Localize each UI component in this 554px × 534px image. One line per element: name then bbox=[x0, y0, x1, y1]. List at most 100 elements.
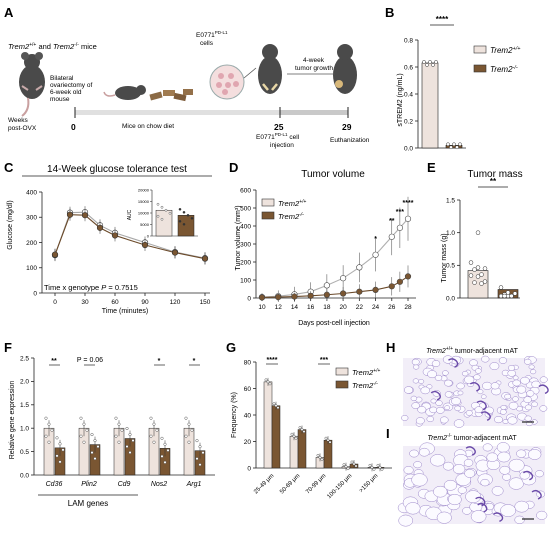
ovx-label-3: 6-week old bbox=[50, 89, 82, 96]
d-sig-label: *** bbox=[396, 209, 404, 216]
f-point bbox=[184, 416, 188, 420]
i-adipocyte bbox=[452, 464, 466, 475]
f-point bbox=[114, 434, 118, 438]
d-y-tick-label: 400 bbox=[240, 223, 251, 230]
i-adipocyte bbox=[499, 465, 511, 475]
i-adipocyte bbox=[447, 493, 462, 506]
b-point bbox=[449, 145, 453, 150]
g-bar bbox=[263, 381, 273, 469]
d-point bbox=[323, 282, 330, 289]
c-point bbox=[201, 255, 209, 262]
f-point bbox=[55, 454, 59, 458]
d-point bbox=[404, 273, 412, 280]
panel-label-e: E bbox=[427, 160, 436, 175]
d-x-tick-label: 12 bbox=[275, 304, 283, 311]
b-y-tick-label: 0.0 bbox=[404, 145, 413, 152]
b-y-tick-label: 0.4 bbox=[404, 91, 413, 98]
f-point bbox=[55, 436, 59, 440]
i-adipocyte bbox=[398, 514, 413, 527]
d-x-tick-label: 18 bbox=[323, 304, 331, 311]
b-legend-ko-sup: -/- bbox=[513, 65, 518, 71]
panel-i: I Trem2-/- tumor-adjacent mAT bbox=[386, 426, 548, 527]
panel-label-g: G bbox=[226, 340, 236, 355]
c-point bbox=[171, 249, 179, 256]
h-vessel bbox=[480, 411, 491, 421]
h-adipocyte bbox=[481, 355, 490, 363]
i-adipocyte bbox=[514, 500, 529, 513]
g-x-tick-label: 100-150 μm bbox=[326, 473, 353, 500]
d-point bbox=[356, 264, 363, 271]
g-point bbox=[352, 462, 356, 466]
f-point bbox=[163, 442, 167, 446]
e-point bbox=[505, 290, 511, 295]
ovx-label-1: Bilateral bbox=[50, 75, 74, 82]
i-adipocyte bbox=[413, 461, 422, 469]
e-bar bbox=[467, 270, 489, 299]
h-adipocyte bbox=[516, 385, 527, 394]
i-adipocyte bbox=[442, 461, 454, 471]
d-legend-wt-base: Trem2 bbox=[278, 199, 300, 208]
h-adipocyte bbox=[444, 379, 453, 387]
c-inset-y-tick-label: 15000 bbox=[138, 199, 150, 204]
g-y-tick-label: 20 bbox=[244, 439, 252, 446]
g-bar bbox=[323, 439, 333, 469]
f-point bbox=[149, 416, 153, 420]
h-adipocyte bbox=[494, 415, 503, 424]
g-point bbox=[368, 463, 372, 467]
c-inset-point bbox=[160, 205, 164, 209]
b-point bbox=[422, 60, 426, 64]
d-ylabel: Tumor volume (mm³) bbox=[235, 205, 242, 270]
timeline-growth-bar bbox=[280, 110, 348, 115]
f-point bbox=[198, 445, 202, 449]
g-point bbox=[298, 426, 302, 429]
g-sig-label: **** bbox=[267, 357, 278, 364]
chow-label: Mice on chow diet bbox=[122, 123, 174, 130]
i-adipocyte bbox=[405, 502, 421, 515]
growth-label-1: 4-week bbox=[303, 57, 325, 64]
i-adipocyte bbox=[502, 473, 512, 481]
d-point bbox=[291, 293, 298, 300]
injection-label-word: cell bbox=[288, 134, 300, 141]
injection-label: E0771PD-L1 cell bbox=[256, 132, 300, 141]
c-point bbox=[66, 211, 74, 218]
f-point bbox=[152, 440, 156, 444]
f-point bbox=[125, 444, 129, 448]
g-y-tick-label: 0 bbox=[247, 465, 251, 472]
g-y-tick-label: 40 bbox=[244, 412, 252, 419]
h-adipocyte bbox=[524, 358, 532, 365]
g-point bbox=[328, 440, 332, 444]
g-x-tick-label: >150 μm bbox=[358, 473, 379, 494]
g-bar bbox=[289, 435, 299, 469]
d-y-tick-label: 300 bbox=[240, 241, 251, 248]
i-cells bbox=[397, 442, 548, 527]
f-point bbox=[47, 440, 51, 444]
d-legend-wt: Trem2+/+ bbox=[278, 199, 306, 208]
c-y-tick-label: 200 bbox=[26, 240, 37, 247]
h-adipocyte bbox=[412, 378, 419, 384]
f-point bbox=[160, 436, 164, 440]
g-point bbox=[292, 434, 296, 438]
e-plot: 0.0 0.5 1.0 1.5 ** bbox=[446, 177, 520, 302]
c-x-tick-label: 60 bbox=[111, 299, 119, 306]
c-inset: 0 5000 10000 15000 20000 AUC bbox=[127, 188, 198, 239]
i-title-rest: tumor-adjacent mAT bbox=[452, 435, 518, 442]
h-adipocyte bbox=[480, 394, 487, 399]
f-point bbox=[195, 457, 199, 461]
i-adipocyte bbox=[516, 449, 527, 458]
f-point bbox=[149, 434, 153, 438]
c-x-tick-label: 120 bbox=[170, 299, 181, 306]
d-xlabel: Days post-cell injection bbox=[298, 320, 370, 327]
h-adipocyte bbox=[508, 401, 519, 410]
c-y-tick-label: 400 bbox=[26, 189, 37, 196]
d-y-tick-label: 100 bbox=[240, 277, 251, 284]
f-sig-label: ** bbox=[51, 358, 57, 365]
g-x-tick-label: 70-99 μm bbox=[305, 473, 327, 495]
e-point bbox=[468, 273, 474, 278]
h-adipocyte bbox=[512, 396, 519, 402]
i-adipocyte bbox=[433, 485, 448, 498]
h-adipocyte bbox=[539, 376, 548, 383]
timeline-label-29: 29 bbox=[342, 122, 352, 132]
c-inset-point bbox=[168, 211, 172, 215]
d-x-tick-label: 20 bbox=[339, 304, 347, 311]
c-x-tick-label: 90 bbox=[141, 299, 149, 306]
